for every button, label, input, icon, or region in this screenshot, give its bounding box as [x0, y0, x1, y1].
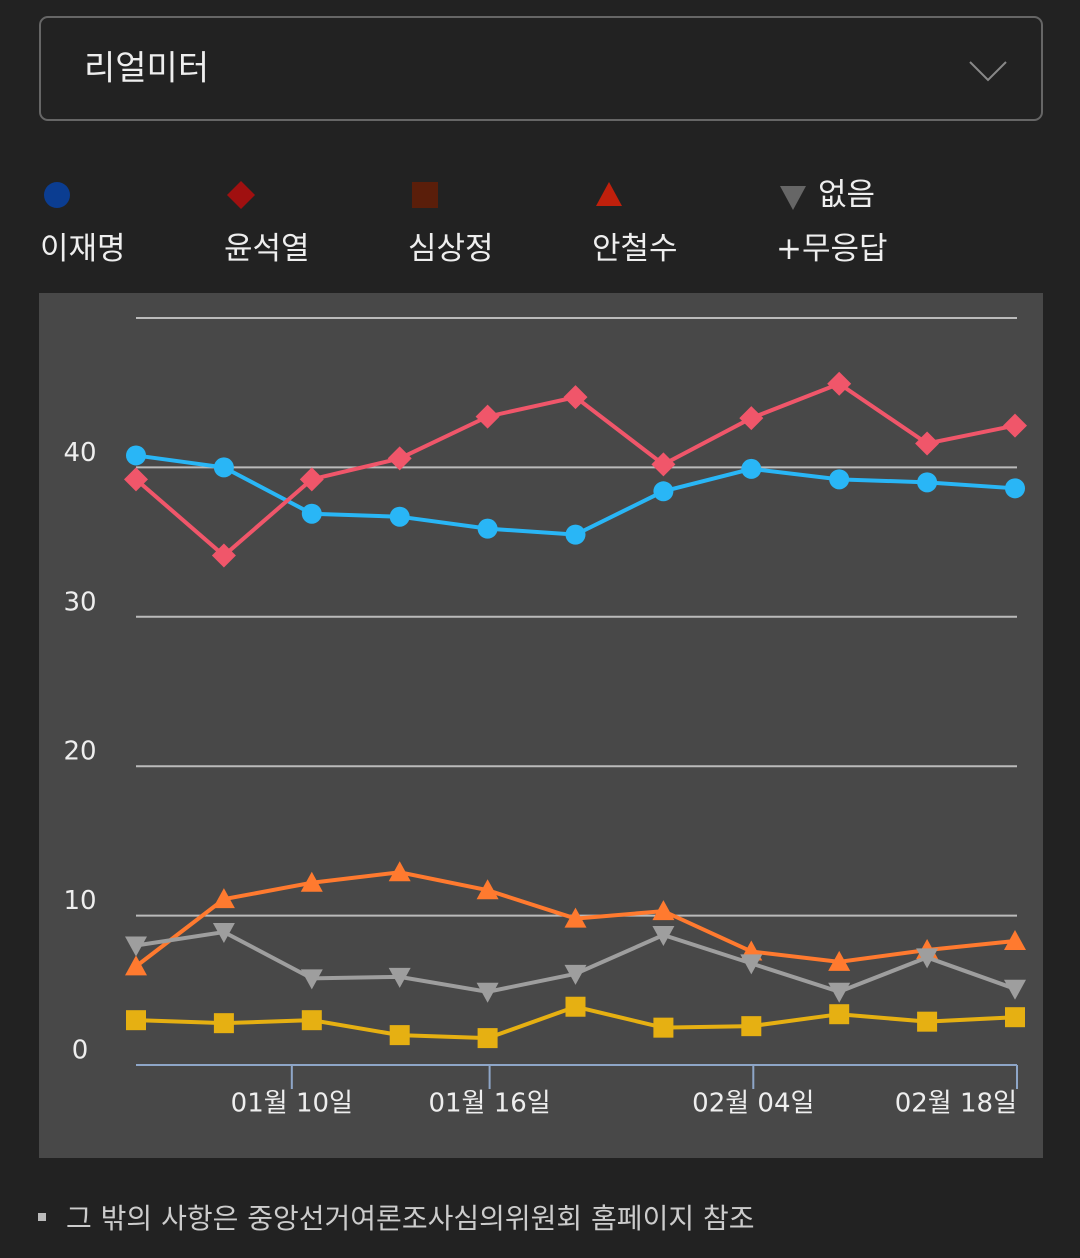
point: [1004, 929, 1026, 950]
point: [563, 385, 588, 410]
x-tick-label: 02월 18일: [895, 1089, 1017, 1119]
point: [564, 964, 587, 985]
y-tick-label: 20: [63, 737, 96, 767]
point: [212, 923, 235, 944]
point: [300, 969, 323, 990]
legend-item[interactable]: 없음 +무응답: [776, 168, 906, 276]
bullet: [38, 1213, 46, 1221]
x-tick-label: 02월 04일: [692, 1089, 814, 1119]
y-tick-label: 10: [63, 886, 96, 916]
point: [211, 543, 236, 568]
legend-label: 이재명: [40, 231, 126, 267]
point: [125, 955, 147, 976]
y-tick-label: 30: [63, 587, 96, 617]
point: [652, 900, 675, 921]
footnote: 그 밖의 사항은 중앙선거여론조사심의위원회 홈페이지 참조: [66, 1202, 755, 1235]
legend-icon: [780, 185, 806, 210]
legend-label: 윤석열: [224, 231, 310, 267]
point: [741, 458, 762, 479]
point: [475, 404, 500, 429]
point: [387, 446, 412, 471]
point: [739, 406, 764, 431]
legend-icon: [596, 182, 622, 206]
point: [565, 996, 586, 1017]
legend-label: 심상정: [408, 231, 494, 267]
plot: 0 10 20 30 40 01월 10일 01월 16일 02월 04일 02월 18일: [63, 317, 1027, 1119]
plot-panel: [39, 293, 1043, 1158]
point: [476, 879, 499, 900]
legend-marker: [44, 182, 70, 208]
point: [389, 1025, 410, 1046]
legend-icon: [44, 182, 70, 208]
legend-marker: [596, 182, 622, 206]
point: [301, 1010, 322, 1031]
point: [829, 1004, 850, 1025]
point: [477, 1028, 498, 1049]
point: [1005, 1007, 1025, 1028]
point: [476, 982, 499, 1003]
legend-label: 안철수: [592, 231, 678, 267]
point: [1003, 413, 1027, 438]
point: [651, 452, 676, 477]
x-tick-label: 01월 10일: [231, 1089, 353, 1119]
point: [652, 926, 675, 947]
point: [827, 371, 852, 396]
point: [389, 506, 410, 527]
dropdown-label: 리얼미터: [84, 49, 209, 89]
point: [388, 967, 411, 988]
legend: 이재명 윤석열 심상정 안철수 없음 +무응답: [40, 168, 906, 276]
legend-item[interactable]: 심상정: [408, 168, 592, 276]
legend-icon: [227, 181, 255, 209]
point: [565, 524, 586, 545]
point: [212, 888, 235, 909]
point: [917, 1011, 938, 1032]
y-tick-label: 40: [63, 438, 96, 468]
point: [126, 1010, 146, 1031]
point: [1004, 979, 1026, 1000]
chevron: [969, 61, 1007, 82]
point: [916, 948, 939, 969]
point: [740, 954, 763, 975]
legend-marker: [227, 181, 255, 209]
point: [653, 481, 674, 502]
point: [126, 445, 146, 466]
legend-label: 없음 +무응답: [776, 177, 888, 267]
point: [828, 982, 851, 1003]
y-tick-label: 0: [72, 1036, 89, 1066]
dropdown[interactable]: [39, 16, 1043, 121]
point: [124, 467, 148, 492]
point: [653, 1017, 674, 1038]
point: [829, 469, 850, 490]
point: [915, 431, 940, 456]
legend-icon: [412, 182, 438, 208]
legend-item[interactable]: 이재명: [40, 168, 224, 276]
point: [477, 518, 498, 539]
point: [300, 871, 323, 892]
point: [299, 467, 324, 492]
point: [301, 503, 322, 524]
point: [564, 907, 587, 928]
point: [213, 457, 234, 478]
legend-marker: [412, 182, 438, 208]
x-tick-label: 01월 16일: [428, 1089, 550, 1119]
point: [388, 861, 411, 882]
point: [741, 1016, 762, 1037]
legend-item[interactable]: 안철수: [592, 168, 776, 276]
point: [1005, 478, 1025, 499]
point: [125, 936, 147, 957]
point: [213, 1013, 234, 1034]
legend-item[interactable]: 윤석열: [224, 168, 408, 276]
point: [917, 472, 938, 493]
point: [828, 950, 851, 971]
legend-marker: [780, 185, 806, 210]
